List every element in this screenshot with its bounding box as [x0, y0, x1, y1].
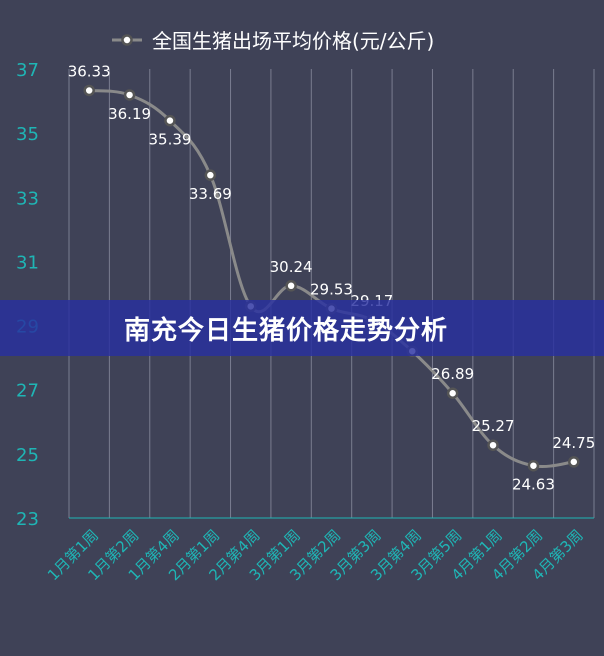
grid-layer [68, 69, 595, 518]
data-label: 24.75 [552, 434, 595, 452]
y-tick-label: 33 [16, 188, 39, 209]
data-label: 35.39 [148, 131, 191, 149]
legend-marker [121, 34, 133, 46]
y-tick-label: 25 [16, 445, 39, 466]
y-tick-label: 27 [16, 381, 39, 402]
data-point [285, 280, 297, 292]
title-banner: 南充今日生猪价格走势分析 [0, 300, 604, 356]
data-point [164, 114, 176, 127]
data-label: 29.53 [310, 281, 353, 299]
data-point [527, 459, 540, 472]
data-label: 36.33 [68, 62, 111, 80]
data-point [123, 89, 136, 101]
page-title: 南充今日生猪价格走势分析 [124, 315, 449, 346]
data-point [568, 456, 580, 468]
data-label: 25.27 [472, 417, 515, 435]
data-label: 30.24 [270, 258, 313, 276]
legend-label: 全国生猪出场平均价格(元/公斤) [152, 29, 434, 53]
data-point [204, 169, 217, 181]
data-point [446, 387, 459, 399]
legend[interactable]: 全国生猪出场平均价格(元/公斤) [112, 29, 434, 53]
data-label: 24.63 [512, 476, 555, 494]
data-point [83, 84, 95, 97]
y-tick-label: 35 [16, 124, 39, 145]
y-tick-label: 37 [16, 60, 39, 81]
data-label: 36.19 [108, 105, 151, 123]
series-layer: 36.3336.1935.3933.6930.2429.5329.1726.89… [68, 62, 596, 493]
data-label: 33.69 [189, 185, 232, 203]
data-label: 26.89 [431, 365, 474, 383]
y-tick-label: 31 [16, 252, 39, 273]
data-point [487, 439, 499, 451]
y-tick-label: 23 [16, 509, 39, 530]
